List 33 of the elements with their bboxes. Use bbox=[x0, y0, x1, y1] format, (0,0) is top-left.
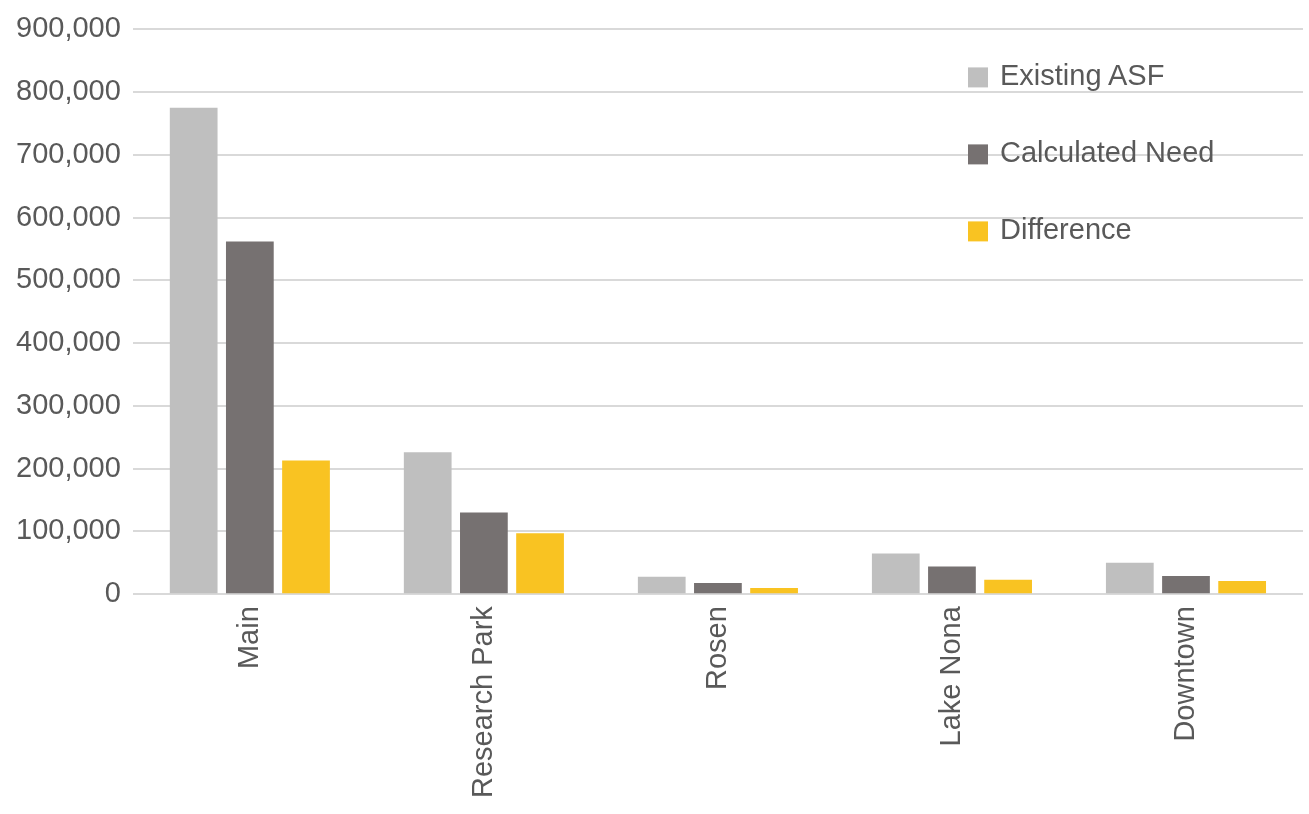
bar bbox=[637, 576, 686, 594]
bar bbox=[1105, 562, 1154, 594]
bar bbox=[750, 587, 798, 594]
bar bbox=[403, 452, 452, 594]
legend-label: Existing ASF bbox=[1000, 59, 1165, 92]
y-tick-label: 300,000 bbox=[16, 387, 121, 420]
legend-label: Difference bbox=[1000, 213, 1132, 246]
legend-label: Calculated Need bbox=[1000, 136, 1215, 169]
y-tick-label: 200,000 bbox=[16, 450, 121, 483]
y-tick-label: 900,000 bbox=[16, 11, 121, 44]
bar bbox=[169, 107, 218, 594]
bar bbox=[984, 579, 1032, 594]
bar bbox=[871, 553, 920, 594]
x-tick-label: Downtown bbox=[1167, 606, 1200, 742]
bar bbox=[282, 460, 330, 594]
y-tick-label: 800,000 bbox=[16, 74, 121, 107]
y-tick-label: 400,000 bbox=[16, 325, 121, 358]
bar bbox=[1162, 576, 1210, 594]
x-tick-label: Main bbox=[231, 606, 264, 670]
bar bbox=[460, 512, 508, 594]
y-tick-label: 0 bbox=[104, 576, 121, 609]
y-tick-label: 700,000 bbox=[16, 136, 121, 169]
y-tick-label: 600,000 bbox=[16, 199, 121, 232]
bar bbox=[225, 241, 274, 594]
y-tick-label: 500,000 bbox=[16, 262, 121, 295]
x-tick-label: Rosen bbox=[699, 606, 732, 691]
bar bbox=[1218, 581, 1267, 594]
x-tick-label: Research Park bbox=[465, 605, 498, 799]
y-tick-label: 100,000 bbox=[16, 513, 121, 546]
x-tick-label: Lake Nona bbox=[933, 605, 966, 747]
bar bbox=[516, 533, 564, 594]
bar bbox=[694, 582, 742, 594]
bar bbox=[928, 566, 976, 594]
